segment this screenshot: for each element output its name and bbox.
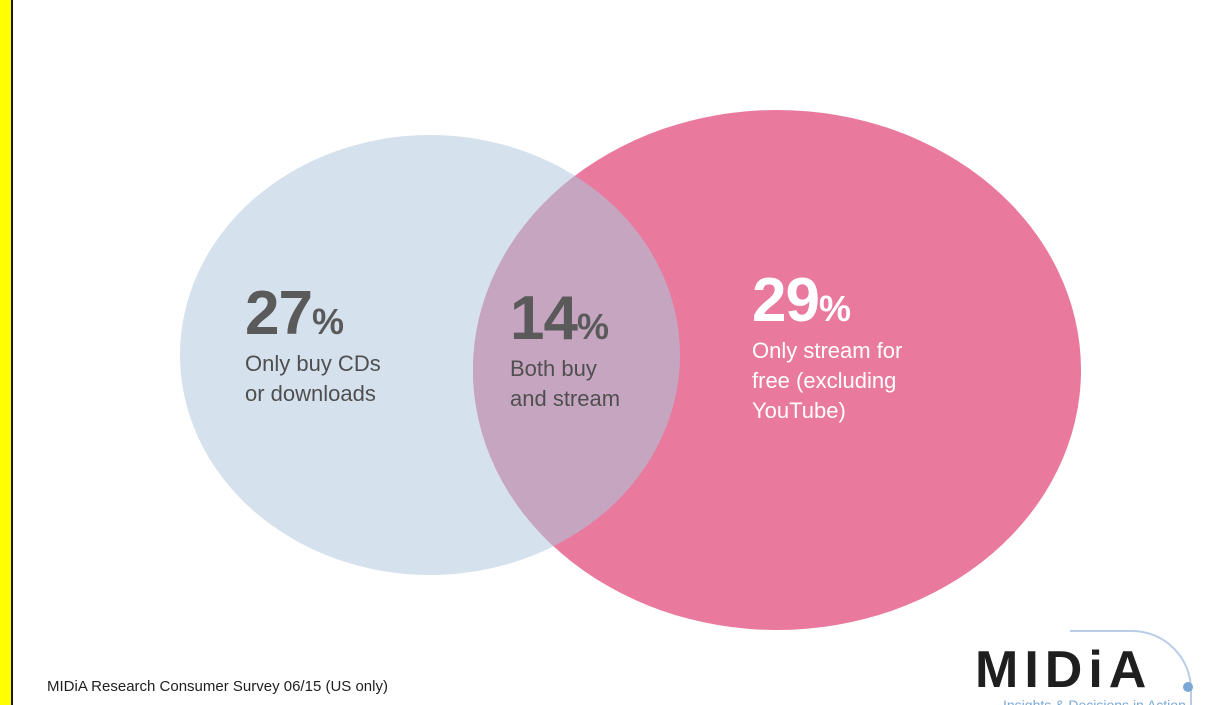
overlap-desc-line1: Both buy	[510, 356, 597, 381]
left-desc-line1: Only buy CDs	[245, 351, 381, 376]
right-desc-line3: YouTube)	[752, 398, 846, 423]
overlap-desc-line2: and stream	[510, 386, 621, 411]
logo-dot-icon	[1183, 682, 1193, 692]
right-desc-line1: Only stream for	[752, 338, 903, 363]
left-desc-line2: or downloads	[245, 381, 376, 406]
overlap-segment-stat: 14% Both buy and stream	[510, 288, 620, 414]
midia-logo: MIDiA Insights & Decisions in Action	[975, 630, 1230, 705]
frame-edge-bar	[0, 0, 13, 705]
left-unit: %	[311, 301, 344, 342]
right-unit: %	[818, 288, 851, 329]
overlap-value: 14	[510, 284, 578, 353]
right-segment-stat: 29% Only stream for free (excluding YouT…	[752, 270, 902, 426]
left-segment-stat: 27% Only buy CDs or downloads	[245, 283, 381, 409]
left-value: 27	[245, 279, 313, 348]
right-value: 29	[752, 266, 820, 335]
source-note: MIDiA Research Consumer Survey 06/15 (US…	[47, 678, 388, 695]
logo-wordmark: MIDiA	[975, 641, 1153, 699]
logo-tagline: Insights & Decisions in Action	[1003, 697, 1186, 705]
right-desc-line2: free (excluding	[752, 368, 897, 393]
overlap-unit: %	[576, 306, 609, 347]
